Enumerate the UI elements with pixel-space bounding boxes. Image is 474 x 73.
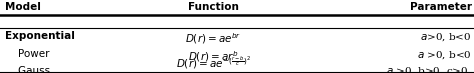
Text: $a$ >0, b>0, c>0,: $a$ >0, b>0, c>0,: [386, 66, 472, 73]
Text: Exponential: Exponential: [5, 31, 74, 41]
Text: Parameter: Parameter: [410, 2, 472, 12]
Text: $D(r) = ae^{-(\frac{r-b}{c})^2}$: $D(r) = ae^{-(\frac{r-b}{c})^2}$: [175, 54, 251, 71]
Text: Function: Function: [188, 2, 239, 12]
Text: $D(r) = ae^{br}$: $D(r) = ae^{br}$: [185, 31, 241, 46]
Text: Power: Power: [5, 49, 49, 59]
Text: Gauss: Gauss: [5, 66, 50, 73]
Text: $a$ >0, b<0: $a$ >0, b<0: [417, 49, 472, 61]
Text: $a$>0, b<0: $a$>0, b<0: [420, 31, 472, 43]
Text: Model: Model: [5, 2, 41, 12]
Text: $D(r) = ar^{b}$: $D(r) = ar^{b}$: [188, 49, 238, 64]
